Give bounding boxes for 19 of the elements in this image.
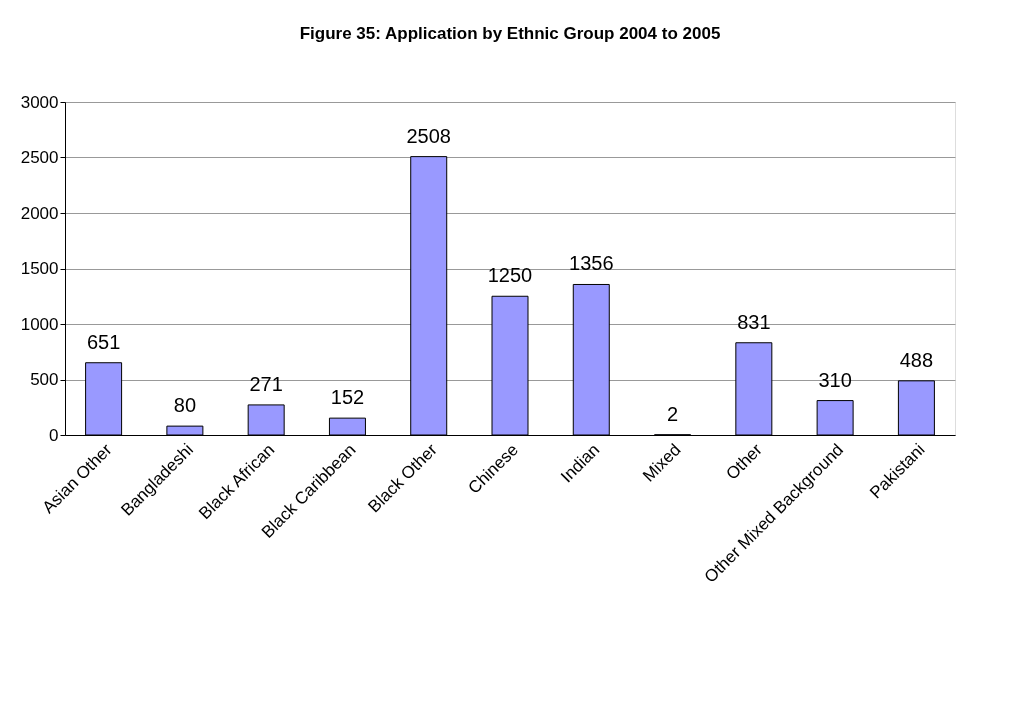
data-label: 271 xyxy=(249,372,283,395)
data-label: 1250 xyxy=(487,264,533,287)
data-label: 651 xyxy=(86,330,121,353)
y-tick-label: 3000 xyxy=(20,92,59,112)
chart-title: Figure 35: Application by Ethnic Group 2004 to 2005 xyxy=(299,24,721,43)
y-tick-label: 1000 xyxy=(20,314,59,334)
y-tick-label: 0 xyxy=(49,425,59,445)
data-label: 2508 xyxy=(406,124,451,147)
data-label: 310 xyxy=(818,368,852,391)
y-tick-label: 500 xyxy=(30,370,59,389)
data-label: 1356 xyxy=(569,252,614,275)
y-tick-label: 1500 xyxy=(20,259,59,278)
data-label: 831 xyxy=(737,310,771,333)
data-label: 152 xyxy=(330,386,365,409)
y-tick-label: 2500 xyxy=(20,148,59,167)
y-tick-label: 2000 xyxy=(20,203,59,223)
data-label: 488 xyxy=(899,348,934,371)
data-label: 2 xyxy=(666,402,679,425)
data-label: 80 xyxy=(173,394,197,417)
